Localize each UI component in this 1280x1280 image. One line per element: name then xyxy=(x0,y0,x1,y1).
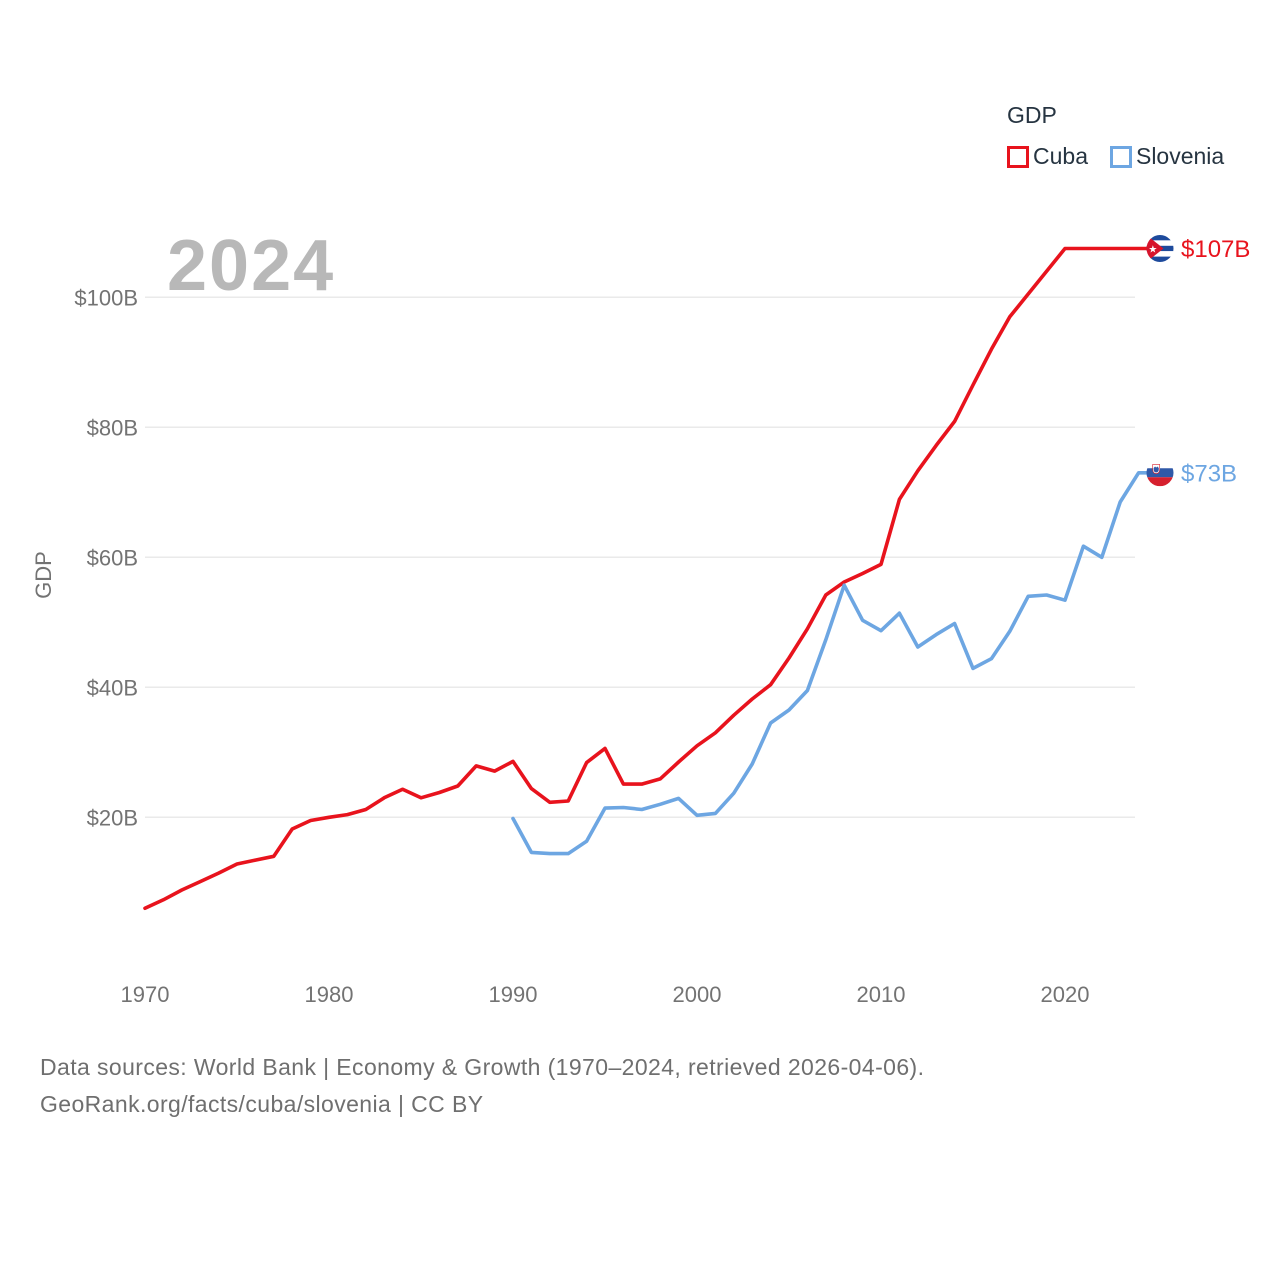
x-tick-label: 1970 xyxy=(121,982,170,1007)
year-watermark: 2024 xyxy=(167,226,336,306)
legend-label-cuba[interactable]: Cuba xyxy=(1033,143,1088,169)
x-tick-label: 2010 xyxy=(857,982,906,1007)
legend-title: GDP xyxy=(1007,102,1057,128)
footer-attribution: Data sources: World Bank | Economy & Gro… xyxy=(40,1049,924,1123)
y-tick-label: $40B xyxy=(87,675,138,700)
cuba-flag-icon: ★ xyxy=(1146,235,1174,262)
x-tick-label: 1990 xyxy=(489,982,538,1007)
cuba-end-value-label: $107B xyxy=(1181,236,1250,263)
svg-text:★: ★ xyxy=(1148,244,1157,255)
x-tick-label: 2000 xyxy=(673,982,722,1007)
x-tick-label: 1980 xyxy=(305,982,354,1007)
cuba-flag-icon: ★ xyxy=(1146,235,1174,262)
x-tick-label: 2020 xyxy=(1041,982,1090,1007)
y-tick-label: $80B xyxy=(87,415,138,440)
slovenia-flag-icon xyxy=(1146,459,1174,487)
legend-label-slovenia[interactable]: Slovenia xyxy=(1135,143,1225,169)
slovenia-line xyxy=(511,471,1151,856)
y-tick-label: $100B xyxy=(74,285,138,310)
y-axis-title: GDP xyxy=(31,551,56,599)
y-tick-label: $60B xyxy=(87,545,138,570)
cuba-line xyxy=(143,246,1151,911)
legend-checkbox-slovenia-icon[interactable] xyxy=(1109,145,1132,168)
legend-checkbox-cuba-icon[interactable] xyxy=(1007,145,1029,168)
legend-row: Cuba Slovenia xyxy=(1007,143,1224,170)
slovenia-end-value-label: $73B xyxy=(1181,460,1237,487)
y-tick-label: $20B xyxy=(87,805,138,830)
chart-legend: GDP Cuba Slovenia xyxy=(1007,102,1224,170)
footer-link-line[interactable]: GeoRank.org/facts/cuba/slovenia | CC BY xyxy=(40,1091,484,1117)
slovenia-flag-icon xyxy=(1146,459,1174,487)
footer-sources-line: Data sources: World Bank | Economy & Gro… xyxy=(40,1054,925,1080)
